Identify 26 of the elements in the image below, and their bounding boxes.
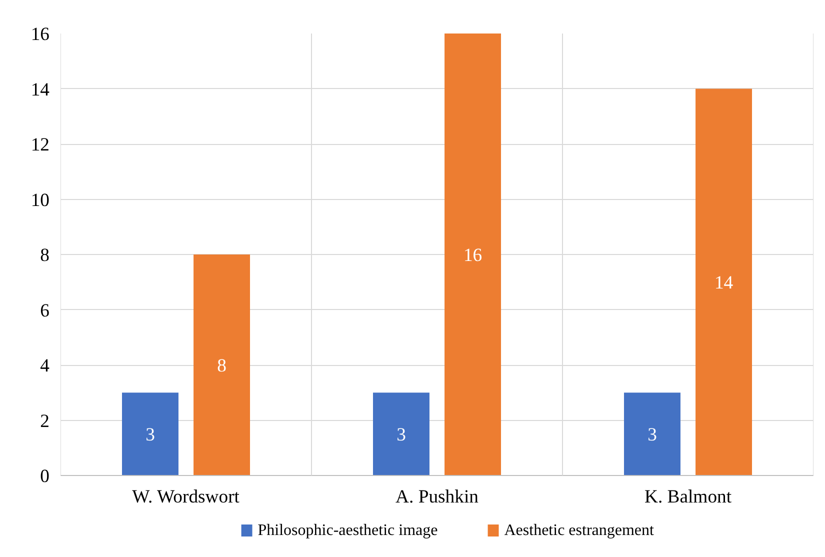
y-tick-label: 16 xyxy=(30,24,50,45)
y-tick-label: 10 xyxy=(30,190,50,211)
bar xyxy=(696,88,752,476)
y-tick-label: 14 xyxy=(30,79,50,100)
y-tick-label: 0 xyxy=(40,466,50,487)
bar xyxy=(122,392,178,476)
y-tick-label: 12 xyxy=(30,134,50,156)
bar xyxy=(372,392,430,476)
bar xyxy=(444,34,502,476)
data-label: 14 xyxy=(714,272,734,294)
data-label: 16 xyxy=(463,245,482,266)
data-label: 3 xyxy=(396,424,406,446)
bar xyxy=(194,254,250,476)
legend-label: Philosophic-aesthetic image xyxy=(258,522,438,539)
x-tick-label: W. Wordswort xyxy=(132,486,240,508)
y-tick-label: 2 xyxy=(40,410,50,432)
x-tick-label: A. Pushkin xyxy=(396,486,480,508)
y-tick-label: 6 xyxy=(40,300,50,322)
data-label: 3 xyxy=(146,424,155,446)
bar xyxy=(624,392,680,476)
data-label: 3 xyxy=(648,424,657,446)
data-label: 8 xyxy=(217,356,226,376)
x-tick-label: K. Balmont xyxy=(644,486,732,508)
y-tick-label: 4 xyxy=(40,356,50,376)
y-tick-label: 8 xyxy=(40,245,50,266)
legend-label: Aesthetic estrangement xyxy=(504,522,655,539)
